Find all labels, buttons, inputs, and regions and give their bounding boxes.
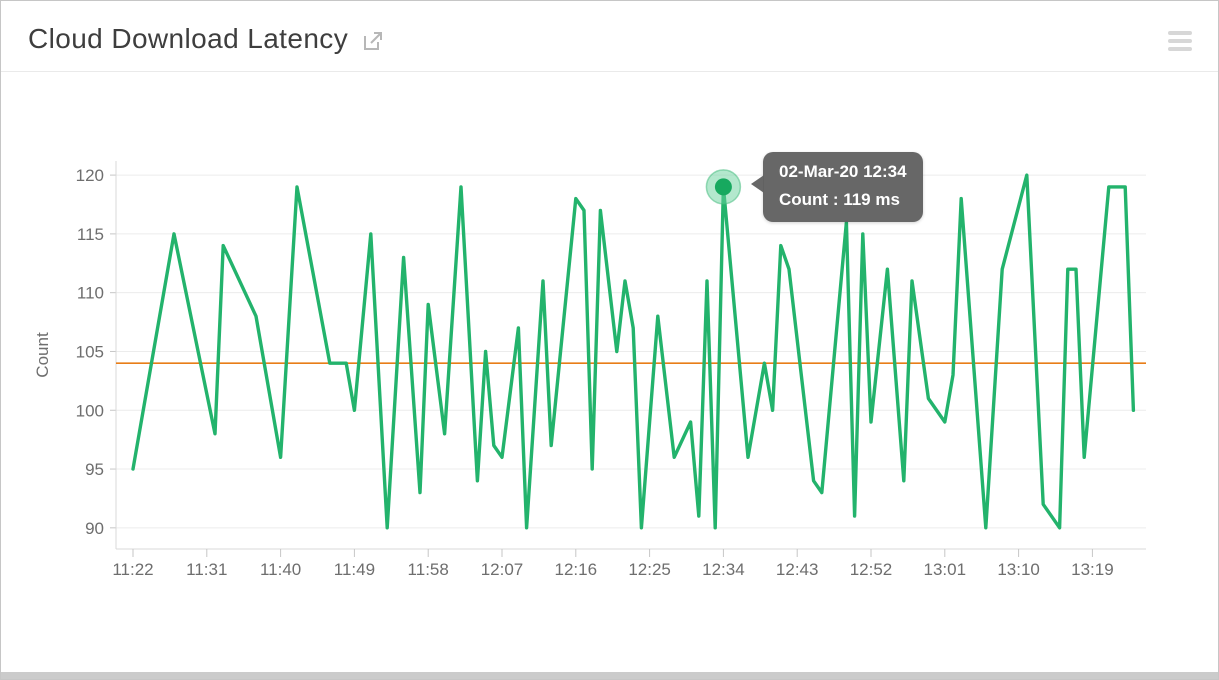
svg-text:100: 100	[76, 401, 104, 420]
bottom-panel-edge	[1, 672, 1218, 679]
widget-header: Cloud Download Latency	[1, 1, 1218, 72]
tooltip-timestamp: 02-Mar-20 12:34	[779, 162, 907, 181]
svg-text:120: 120	[76, 166, 104, 185]
y-axis: 90 95 100 105 110 115 120	[76, 166, 1146, 538]
svg-text:13:19: 13:19	[1071, 560, 1114, 579]
series-line	[131, 173, 1136, 530]
page-title: Cloud Download Latency	[28, 23, 349, 54]
svg-text:11:40: 11:40	[260, 560, 301, 579]
hamburger-menu-icon[interactable]	[1168, 31, 1192, 51]
svg-text:11:58: 11:58	[408, 560, 449, 579]
svg-text:12:34: 12:34	[702, 560, 745, 579]
highlight-marker	[705, 169, 742, 205]
svg-text:13:10: 13:10	[997, 560, 1040, 579]
svg-text:12:43: 12:43	[776, 560, 819, 579]
x-axis: 11:22 11:31 11:40 11:49 11:58 12:07 12:16 12:25…	[112, 549, 1114, 579]
chart-tooltip: 02-Mar-20 12:34 Count : 119 ms	[751, 152, 923, 222]
y-axis-title: Count	[33, 332, 52, 378]
title-row: Cloud Download Latency	[28, 23, 384, 55]
external-link-icon[interactable]	[362, 30, 384, 52]
svg-text:105: 105	[76, 342, 104, 361]
chart-area[interactable]: 90 95 100 105 110 115 120 11:22 11:31 11:40 11:49 1…	[1, 72, 1219, 672]
tooltip-value: Count : 119 ms	[779, 190, 900, 209]
svg-text:11:31: 11:31	[186, 560, 227, 579]
svg-text:12:52: 12:52	[850, 560, 893, 579]
svg-text:12:25: 12:25	[628, 560, 671, 579]
svg-text:11:49: 11:49	[334, 560, 375, 579]
svg-text:90: 90	[85, 519, 104, 538]
svg-text:11:22: 11:22	[112, 560, 153, 579]
svg-text:95: 95	[85, 460, 104, 479]
svg-text:115: 115	[77, 225, 104, 244]
svg-text:13:01: 13:01	[924, 560, 967, 579]
svg-text:12:16: 12:16	[555, 560, 598, 579]
svg-text:12:07: 12:07	[481, 560, 524, 579]
svg-text:110: 110	[77, 284, 104, 303]
